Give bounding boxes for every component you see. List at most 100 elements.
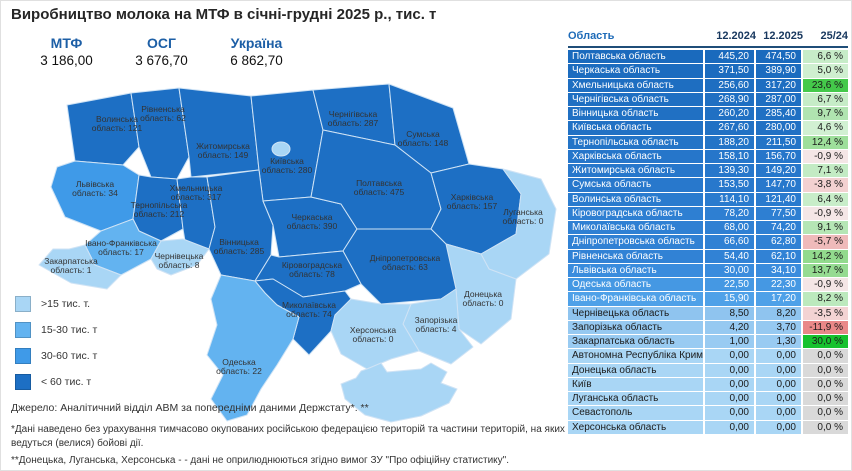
table-row[interactable]: Харківська область 158,10 156,70 -0,9 % <box>568 149 848 164</box>
kpi-mtf-value: 3 186,00 <box>40 53 93 68</box>
map-label-kyivska: Київська область: 280 <box>262 156 313 175</box>
cell-value-2025: 22,30 <box>756 278 803 293</box>
table-row[interactable]: Чернігівська область 268,90 287,00 6,7 % <box>568 92 848 107</box>
cell-region-name: Полтавська область <box>568 50 705 65</box>
table-row[interactable]: Тернопільська область 188,20 211,50 12,4 % <box>568 135 848 150</box>
cell-value-2025: 17,20 <box>756 292 803 307</box>
cell-region-name: Івано-Франківська область <box>568 292 705 307</box>
map-label-donetska: Донецька область: 0 <box>463 289 504 308</box>
cell-value-2024: 15,90 <box>705 292 756 307</box>
legend-swatch-light <box>15 321 31 338</box>
cell-region-name: Волинська область <box>568 192 705 207</box>
cell-value-2024: 267,60 <box>705 121 756 136</box>
cell-value-2025: 3,70 <box>756 320 803 335</box>
table-row[interactable]: Житомирська область 139,30 149,20 7,1 % <box>568 164 848 179</box>
cell-value-2025: 62,10 <box>756 249 803 264</box>
table-row[interactable]: Одеська область 22,50 22,30 -0,9 % <box>568 278 848 293</box>
cell-value-2025: 121,40 <box>756 192 803 207</box>
cell-value-2025: 8,20 <box>756 306 803 321</box>
table-row[interactable]: Київ 0,00 0,00 0,0 % <box>568 377 848 392</box>
cell-pct-change: -5,7 % <box>803 235 848 250</box>
cell-pct-change: 7,1 % <box>803 164 848 179</box>
map-label-kharkivska: Харківська область: 157 <box>447 192 498 211</box>
table-row[interactable]: Рівненська область 54,40 62,10 14,2 % <box>568 249 848 264</box>
cell-pct-change: 14,2 % <box>803 249 848 264</box>
cell-pct-change: -0,9 % <box>803 149 848 164</box>
region-zakarpatska[interactable] <box>38 244 122 290</box>
table-row[interactable]: Кіровоградська область 78,20 77,50 -0,9 % <box>568 206 848 221</box>
map-label-ternopilska: Тернопільська область: 212 <box>131 200 188 219</box>
table-row[interactable]: Чернівецька область 8,50 8,20 -3,5 % <box>568 306 848 321</box>
table-row[interactable]: Херсонська область 0,00 0,00 0,0 % <box>568 420 848 435</box>
table-header: Область 12.2024 12.2025 25/24 <box>568 30 848 48</box>
table-row[interactable]: Севастополь 0,00 0,00 0,0 % <box>568 406 848 421</box>
cell-pct-change: 0,0 % <box>803 420 848 435</box>
map-label-luhanska: Луганська область: 0 <box>503 207 544 226</box>
cell-region-name: Закарпатська область <box>568 335 705 350</box>
cell-value-2024: 139,30 <box>705 164 756 179</box>
footnotes: *Дані наведено без урахування тимчасово … <box>11 423 567 470</box>
cell-pct-change: 9,7 % <box>803 107 848 122</box>
table-row[interactable]: Київська область 267,60 280,00 4,6 % <box>568 121 848 136</box>
cell-value-2024: 0,00 <box>705 420 756 435</box>
table-row[interactable]: Сумська область 153,50 147,70 -3,8 % <box>568 178 848 193</box>
region-crimea[interactable] <box>340 362 458 423</box>
cell-value-2024: 0,00 <box>705 363 756 378</box>
cell-value-2024: 30,00 <box>705 263 756 278</box>
cell-value-2025: 34,10 <box>756 263 803 278</box>
cell-value-2024: 188,20 <box>705 135 756 150</box>
kpi-strip: МТФ 3 186,00 ОСГ 3 676,70 Україна 6 862,… <box>19 35 304 68</box>
table-row[interactable]: Вінницька область 260,20 285,40 9,7 % <box>568 107 848 122</box>
region-chernivetska[interactable] <box>150 238 210 276</box>
kyiv-city-spot[interactable] <box>271 141 291 157</box>
cell-pct-change: 30,0 % <box>803 335 848 350</box>
table-row[interactable]: Миколаївська область 68,00 74,20 9,1 % <box>568 221 848 236</box>
region-odeska[interactable] <box>206 274 300 422</box>
cell-pct-change: 0,0 % <box>803 392 848 407</box>
table-row[interactable]: Автономна Республіка Крим 0,00 0,00 0,0 % <box>568 349 848 364</box>
region-khersonska[interactable] <box>330 298 420 370</box>
cell-pct-change: 0,0 % <box>803 363 848 378</box>
cell-value-2025: 474,50 <box>756 50 803 65</box>
cell-value-2025: 317,20 <box>756 78 803 93</box>
table-row[interactable]: Волинська область 114,10 121,40 6,4 % <box>568 192 848 207</box>
table-row[interactable]: Запорізька область 4,20 3,70 -11,9 % <box>568 320 848 335</box>
cell-pct-change: 9,1 % <box>803 221 848 236</box>
table-row[interactable]: Донецька область 0,00 0,00 0,0 % <box>568 363 848 378</box>
cell-region-name: Тернопільська область <box>568 135 705 150</box>
col-header-2025: 12.2025 <box>763 30 803 42</box>
cell-region-name: Миколаївська область <box>568 221 705 236</box>
map-label-chernivetska: Чернівецька область: 8 <box>155 251 204 270</box>
region-zhytomyrska[interactable] <box>178 87 260 178</box>
region-volynska[interactable] <box>66 92 140 166</box>
table-row[interactable]: Луганська область 0,00 0,00 0,0 % <box>568 392 848 407</box>
cell-value-2024: 268,90 <box>705 92 756 107</box>
cell-value-2025: 0,00 <box>756 406 803 421</box>
cell-value-2024: 153,50 <box>705 178 756 193</box>
cell-region-name: Житомирська область <box>568 164 705 179</box>
legend-swatch-mid <box>15 347 31 364</box>
cell-value-2024: 0,00 <box>705 377 756 392</box>
map-label-poltavska: Полтавська область: 475 <box>354 178 405 197</box>
cell-region-name: Рівненська область <box>568 249 705 264</box>
cell-value-2025: 0,00 <box>756 420 803 435</box>
table-row[interactable]: Хмельницька область 256,60 317,20 23,6 % <box>568 78 848 93</box>
cell-region-name: Чернігівська область <box>568 92 705 107</box>
table-row[interactable]: Івано-Франківська область 15,90 17,20 8,2 % <box>568 292 848 307</box>
cell-pct-change: -3,5 % <box>803 306 848 321</box>
map-legend: >15 тис. т. 15-30 тис. т 30-60 тис. т < … <box>15 295 97 399</box>
region-rivnenska[interactable] <box>130 87 190 180</box>
table-row[interactable]: Дніпропетровська область 66,60 62,80 -5,7 % <box>568 235 848 250</box>
legend-item-light: 15-30 тис. т <box>15 321 97 338</box>
map-label-zakarpatska: Закарпатська область: 1 <box>44 256 98 275</box>
cell-value-2025: 149,20 <box>756 164 803 179</box>
table-row[interactable]: Закарпатська область 1,00 1,30 30,0 % <box>568 335 848 350</box>
table-row[interactable]: Черкаська область 371,50 389,90 5,0 % <box>568 64 848 79</box>
cell-value-2025: 156,70 <box>756 149 803 164</box>
table-row[interactable]: Полтавська область 445,20 474,50 6,6 % <box>568 50 848 65</box>
cell-value-2024: 158,10 <box>705 149 756 164</box>
table-row[interactable]: Львівська область 30,00 34,10 13,7 % <box>568 263 848 278</box>
cell-region-name: Хмельницька область <box>568 78 705 93</box>
cell-pct-change: 12,4 % <box>803 135 848 150</box>
